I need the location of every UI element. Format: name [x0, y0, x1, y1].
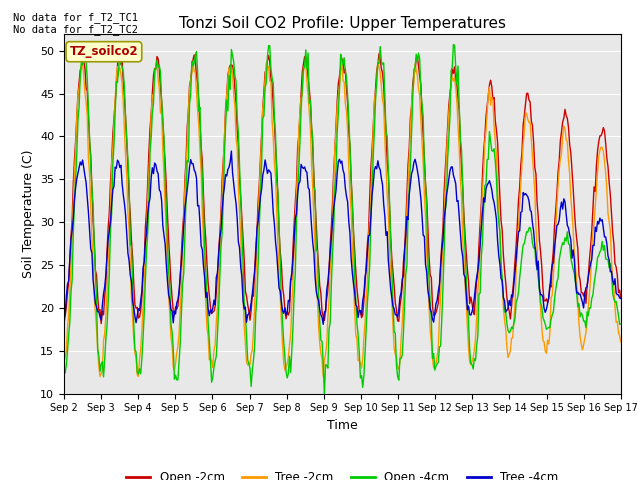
Line: Tree -4cm: Tree -4cm [64, 151, 621, 324]
Tree -4cm [234, 239, 242, 245]
Text: TZ_soilco2: TZ_soilco2 [70, 45, 138, 58]
Tree -4cm [399, 273, 407, 278]
Tree -2cm [319, 374, 327, 380]
Open -2cm [298, 88, 305, 94]
Open -2cm [374, 61, 381, 67]
Tree -2cm [617, 339, 625, 345]
Text: No data for f_T2_TC1
No data for f_T2_TC2: No data for f_T2_TC1 No data for f_T2_TC… [13, 12, 138, 36]
Open -2cm [568, 167, 576, 173]
Tree -4cm [617, 296, 625, 301]
Tree -4cm [60, 322, 68, 327]
Line: Tree -2cm: Tree -2cm [64, 60, 621, 377]
Tree -4cm [228, 148, 236, 154]
Y-axis label: Soil Temperature (C): Soil Temperature (C) [22, 149, 35, 278]
Legend: Open -2cm, Tree -2cm, Open -4cm, Tree -4cm: Open -2cm, Tree -2cm, Open -4cm, Tree -4… [122, 466, 563, 480]
Open -2cm [401, 247, 408, 253]
Tree -2cm [374, 57, 381, 62]
Tree -2cm [568, 209, 576, 215]
Tree -4cm [296, 179, 304, 184]
Open -4cm [295, 164, 303, 169]
Tree -2cm [295, 128, 303, 134]
Open -4cm [234, 115, 241, 120]
Open -4cm [399, 330, 407, 336]
Open -4cm [617, 321, 625, 327]
Line: Open -4cm: Open -4cm [64, 45, 621, 396]
Tree -4cm [470, 295, 478, 301]
Open -4cm [568, 261, 576, 266]
Title: Tonzi Soil CO2 Profile: Upper Temperatures: Tonzi Soil CO2 Profile: Upper Temperatur… [179, 16, 506, 31]
Open -2cm [617, 295, 625, 300]
Tree -2cm [472, 336, 479, 341]
Tree -2cm [373, 83, 381, 88]
Tree -4cm [567, 237, 575, 242]
Open -4cm [321, 393, 328, 398]
Open -4cm [472, 358, 479, 363]
Open -2cm [115, 49, 122, 55]
Tree -4cm [373, 166, 381, 172]
Line: Open -2cm: Open -2cm [64, 52, 621, 324]
Open -2cm [97, 321, 105, 326]
Tree -2cm [234, 145, 241, 151]
Open -2cm [236, 176, 243, 181]
Open -4cm [60, 368, 68, 373]
Open -2cm [472, 292, 479, 298]
Open -4cm [449, 42, 457, 48]
Tree -2cm [60, 359, 68, 364]
Open -2cm [60, 306, 68, 312]
Tree -2cm [401, 269, 408, 275]
Open -4cm [373, 77, 381, 83]
X-axis label: Time: Time [327, 419, 358, 432]
